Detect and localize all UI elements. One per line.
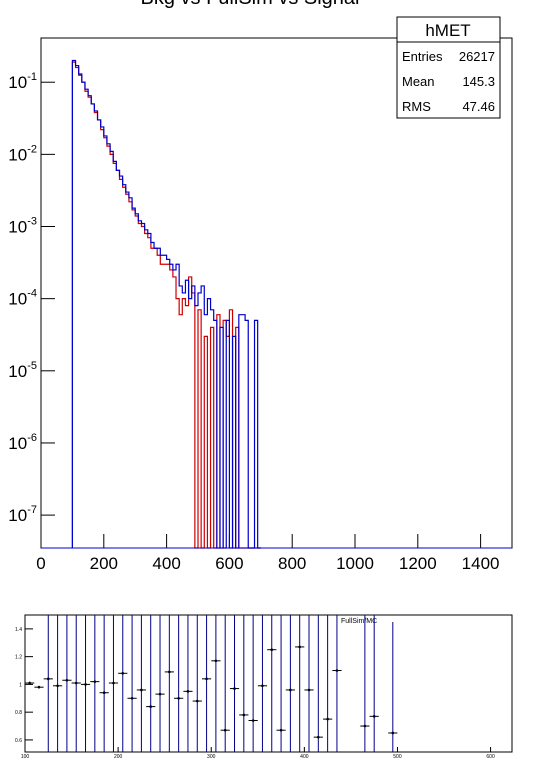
- y-tick-exponent: -3: [27, 216, 37, 228]
- x-tick-label: 1400: [462, 554, 500, 573]
- y-tick-exponent: -5: [27, 360, 37, 372]
- y-tick-label: 10-6: [8, 432, 37, 453]
- stats-label: RMS: [402, 99, 431, 114]
- point: [149, 705, 153, 708]
- x-tick-label: 1200: [399, 554, 437, 573]
- stats-box: hMET Entries 26217 Mean 145.3 RMS 47.46: [396, 16, 501, 119]
- point: [121, 671, 125, 675]
- y-tick-label: 10-2: [8, 143, 37, 164]
- point: [251, 719, 255, 722]
- y-tick-base: 10: [8, 145, 27, 164]
- point: [261, 684, 264, 688]
- point: [205, 677, 208, 681]
- point: [307, 688, 311, 692]
- stats-value: 145.3: [462, 74, 495, 89]
- point: [391, 731, 395, 735]
- point: [233, 687, 236, 690]
- y-tick-base: 10: [8, 73, 27, 92]
- annotation: FullSim/MC: [341, 618, 377, 625]
- x-tick-label: 500: [393, 754, 402, 760]
- point: [186, 690, 190, 693]
- y-tick-label: 1.2: [15, 655, 22, 661]
- point: [56, 684, 59, 688]
- y-tick-exponent: -1: [27, 71, 37, 83]
- y-tick-label: 10-4: [8, 288, 37, 309]
- point: [372, 715, 376, 718]
- chart-title: Bkg vs FullSim vs Signal: [141, 0, 360, 9]
- x-tick-label: 300: [207, 754, 216, 760]
- x-tick-label: 400: [152, 554, 180, 573]
- point: [279, 728, 283, 732]
- y-tick-label: 10-5: [8, 360, 37, 381]
- x-tick-label: 800: [278, 554, 306, 573]
- point: [270, 648, 274, 652]
- point: [223, 728, 227, 732]
- point: [326, 717, 329, 721]
- x-tick-label: 200: [114, 754, 123, 760]
- point: [130, 696, 134, 700]
- y-tick-label: 10-1: [8, 71, 37, 92]
- point: [363, 724, 367, 728]
- stats-label: Mean: [402, 74, 435, 89]
- y-tick-label: 1.4: [15, 627, 22, 633]
- y-tick-exponent: -4: [27, 288, 37, 300]
- x-tick-label: 600: [215, 554, 243, 573]
- y-tick-base: 10: [8, 434, 27, 453]
- y-tick-label: 10-3: [8, 216, 37, 237]
- stats-title: hMET: [425, 21, 470, 40]
- point: [65, 678, 69, 682]
- point: [46, 677, 50, 681]
- point: [37, 685, 41, 689]
- point: [140, 688, 143, 692]
- y-tick-label: 10-7: [8, 504, 37, 525]
- y-tick-exponent: -7: [27, 504, 37, 516]
- y-tick-label: 0.6: [15, 738, 22, 744]
- point: [28, 681, 31, 685]
- point: [298, 645, 301, 649]
- x-tick-label: 1000: [336, 554, 374, 573]
- y-tick-base: 10: [8, 362, 27, 381]
- point: [158, 692, 162, 696]
- y-tick-base: 10: [8, 290, 27, 309]
- point: [112, 681, 115, 685]
- stats-value: 26217: [459, 49, 495, 64]
- point: [177, 696, 180, 700]
- point: [214, 659, 218, 663]
- point: [317, 735, 320, 739]
- point: [195, 699, 199, 703]
- point: [84, 683, 87, 686]
- x-tick-label: 200: [90, 554, 118, 573]
- stats-label: Entries: [402, 49, 443, 64]
- point: [74, 681, 78, 685]
- y-tick-label: 1: [19, 682, 22, 688]
- y-tick-base: 10: [8, 506, 27, 525]
- y-tick-exponent: -6: [27, 432, 37, 444]
- x-tick-label: 0: [36, 554, 45, 573]
- y-tick-exponent: -2: [27, 143, 37, 155]
- stats-value: 47.46: [462, 99, 495, 114]
- ratio-frame: [24, 614, 513, 753]
- x-tick-label: 400: [300, 754, 309, 760]
- point: [335, 669, 339, 672]
- x-tick-label: 100: [21, 754, 30, 760]
- y-tick-base: 10: [8, 218, 27, 237]
- point: [242, 713, 246, 717]
- y-tick-label: 0.8: [15, 710, 22, 716]
- x-tick-label: 600: [486, 754, 495, 760]
- point: [168, 670, 171, 674]
- point: [102, 691, 106, 695]
- histogram-line: [71, 59, 261, 549]
- point: [289, 688, 292, 692]
- point: [93, 680, 97, 683]
